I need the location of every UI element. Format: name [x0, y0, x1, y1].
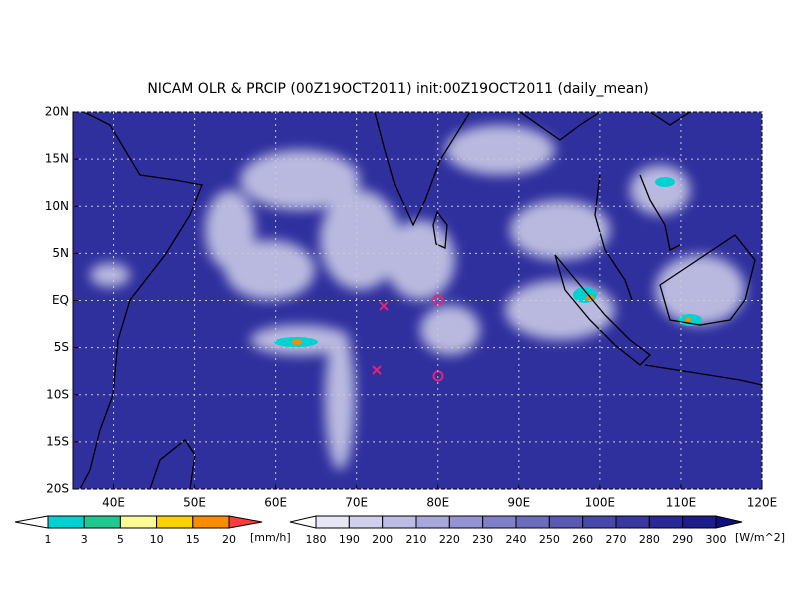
coastline [79, 112, 203, 489]
coastline [649, 112, 691, 126]
coastline [374, 112, 471, 227]
colorbar-label: 1 [45, 533, 52, 546]
colorbar-label: 3 [81, 533, 88, 546]
colorbar-label: 20 [222, 533, 236, 546]
y-tick-label: 15N [45, 152, 69, 166]
colorbar-label: 300 [706, 533, 727, 546]
colorbar-box [348, 515, 384, 529]
x-tick-label: 50E [183, 496, 206, 510]
colorbar-unit: [W/m^2] [735, 531, 785, 544]
colorbar-arrow [289, 515, 317, 529]
colorbar-box [119, 515, 158, 529]
colorbar-arrow [14, 515, 49, 529]
coastline [519, 112, 601, 141]
x-tick-label: 80E [426, 496, 449, 510]
colorbar-label: 230 [472, 533, 493, 546]
y-tick-label: 10N [45, 199, 69, 213]
colorbar-box [448, 515, 484, 529]
colorbar-label: 210 [406, 533, 427, 546]
colorbar-label: 5 [117, 533, 124, 546]
colorbar-arrow [715, 515, 743, 529]
coastline [594, 174, 633, 301]
colorbar-label: 10 [150, 533, 164, 546]
y-tick-label: 20S [46, 482, 69, 496]
colorbar-label: 15 [186, 533, 200, 546]
colorbar-box [615, 515, 650, 529]
y-tick-label: EQ [52, 293, 69, 307]
colorbar-box [382, 515, 417, 529]
colorbar-label: 220 [439, 533, 460, 546]
colorbar-box [515, 515, 550, 529]
x-tick-label: 100E [585, 496, 616, 510]
y-tick-label: 20N [45, 105, 69, 119]
x-tick-label: 70E [345, 496, 368, 510]
x-tick-label: 120E [747, 496, 778, 510]
colorbar-box [192, 515, 230, 529]
colorbar-box [156, 515, 194, 529]
colorbar-label: 190 [339, 533, 360, 546]
coastline [639, 174, 681, 251]
y-tick-label: 5S [54, 340, 69, 354]
colorbar-box [315, 515, 350, 529]
colorbar-arrow [228, 515, 263, 529]
colorbar-box [648, 515, 684, 529]
colorbar-box [582, 515, 617, 529]
colorbar-box [83, 515, 121, 529]
colorbar-unit: [mm/h] [250, 531, 291, 544]
coastline [149, 439, 196, 489]
colorbar-label: 260 [572, 533, 593, 546]
x-tick-label: 40E [102, 496, 125, 510]
x-tick-label: 60E [264, 496, 287, 510]
y-tick-label: 5N [52, 246, 69, 260]
colorbar-label: 180 [306, 533, 327, 546]
colorbar-box [47, 515, 85, 529]
colorbar-label: 290 [672, 533, 693, 546]
colorbar-box [482, 515, 517, 529]
x-tick-label: 110E [666, 496, 697, 510]
colorbar-label: 200 [372, 533, 393, 546]
map-title: NICAM OLR & PRCIP (00Z19OCT2011) init:00… [147, 81, 648, 97]
colorbar-label: 250 [539, 533, 560, 546]
colorbar-label: 240 [506, 533, 527, 546]
colorbar-box [682, 515, 717, 529]
coastline [644, 364, 762, 386]
coastline [554, 254, 651, 366]
cloud-field [79, 112, 762, 489]
colorbar-label: 270 [606, 533, 627, 546]
y-tick-label: 10S [46, 387, 69, 401]
coastline [432, 210, 448, 249]
colorbar-box [548, 515, 584, 529]
x-tick-label: 90E [507, 496, 530, 510]
y-tick-label: 15S [46, 434, 69, 448]
colorbar-box [415, 515, 450, 529]
colorbar-label: 280 [639, 533, 660, 546]
